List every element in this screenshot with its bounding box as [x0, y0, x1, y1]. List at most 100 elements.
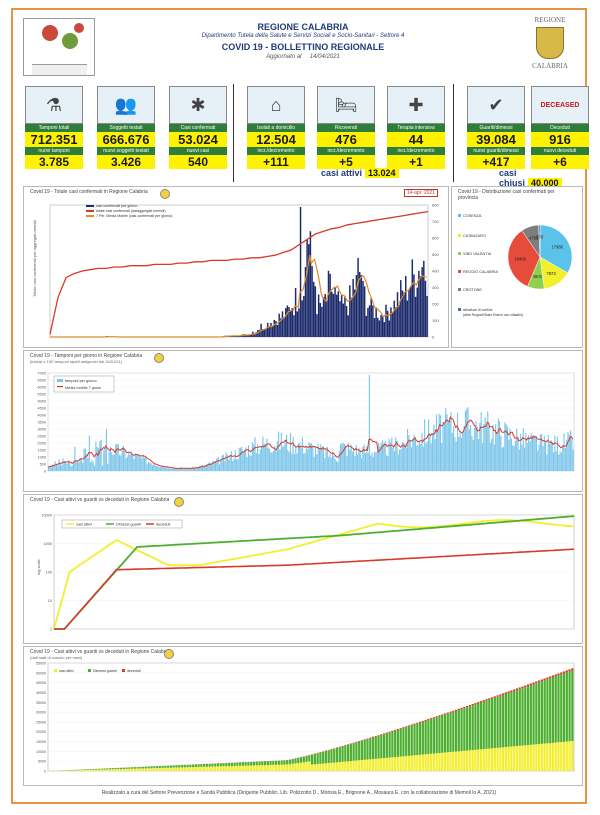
deaths-bar — [560, 672, 563, 675]
recovered-bar — [164, 765, 167, 768]
y-tick-label: 2000 — [38, 442, 46, 446]
daily-swab-bar — [410, 447, 413, 471]
active-cases-bar — [441, 752, 444, 771]
daily-swab-bar — [370, 455, 372, 471]
daily-case-bar — [309, 231, 312, 337]
daily-swab-bar — [247, 445, 249, 471]
crest-shield-icon — [536, 27, 564, 59]
recovered-bar — [131, 767, 134, 769]
deaths-bar — [565, 670, 568, 673]
deaths-bar — [396, 728, 400, 730]
recovered-bar — [250, 761, 253, 766]
recovered-bar — [380, 734, 383, 759]
legend-label: deceduti — [156, 523, 171, 527]
active-cases-bar — [86, 769, 89, 771]
daily-swab-bar — [100, 439, 102, 471]
y-axis-label: Totale casi confermati per aggregati men… — [32, 220, 37, 297]
active-cases-bar — [518, 745, 521, 771]
active-cases-bar — [568, 741, 571, 771]
active-cases-bar — [532, 744, 535, 771]
recovered-bar — [86, 769, 89, 770]
active-cases-bar — [250, 765, 253, 771]
daily-swab-bar — [282, 446, 284, 471]
y-tick-label: 1500 — [38, 449, 46, 453]
daily-swab-bar — [385, 455, 388, 471]
recovered-bar — [311, 754, 314, 765]
daily-swab-bar — [456, 412, 459, 471]
recovered-bar — [327, 750, 330, 764]
active-cases-bar — [117, 769, 120, 771]
active-cases-bar — [297, 763, 300, 771]
pie-value-label: 4602 — [533, 274, 543, 279]
y-tick-label: 35000 — [36, 701, 46, 705]
daily-swab-bar — [125, 458, 127, 471]
daily-swab-bar — [463, 425, 465, 471]
recovered-bar — [441, 715, 444, 753]
recovered-bar — [349, 744, 352, 762]
moving-average-line — [47, 416, 574, 469]
active-cases-bar — [175, 767, 178, 771]
daily-swab-bar — [76, 461, 79, 471]
daily-swab-bar — [375, 452, 377, 471]
daily-swab-bar — [300, 447, 302, 471]
y-tick-label: 400 — [432, 269, 439, 274]
daily-swab-bar — [218, 464, 221, 471]
recovered-bar — [493, 697, 496, 749]
recovered-bar — [363, 739, 366, 760]
y-tick-label: 3000 — [38, 428, 46, 432]
daily-swab-bar — [62, 458, 64, 471]
pie-value-label: 18400 — [514, 256, 526, 261]
daily-swab-bar — [502, 446, 505, 471]
daily-swab-bar — [119, 455, 121, 471]
daily-swab-bar — [66, 463, 68, 471]
daily-swab-bar — [364, 453, 367, 471]
legend-label: Media mobile 7 giorni — [65, 386, 101, 390]
daily-case-bar — [365, 315, 368, 337]
daily-case-bar — [230, 336, 233, 337]
daily-case-bar — [286, 305, 289, 337]
y-tick-label: 1 — [50, 628, 52, 632]
kpi-sub-value: +417 — [467, 155, 525, 169]
daily-swab-bar — [166, 466, 168, 471]
pie-value-label: 17986 — [551, 245, 563, 250]
daily-swab-bar — [545, 442, 547, 471]
y-tick-label: 45000 — [36, 681, 46, 685]
recovered-bar — [316, 753, 319, 765]
daily-swab-bar — [382, 440, 384, 471]
active-cases-bar — [111, 769, 114, 771]
daily-case-bar — [418, 270, 420, 337]
active-cases-bar — [283, 764, 286, 771]
active-cases-bar — [319, 763, 322, 771]
daily-swab-bar — [99, 441, 101, 471]
daily-swab-bar — [266, 438, 268, 471]
active-cases-bar — [355, 760, 358, 771]
active-cases-bar — [571, 741, 574, 771]
active-cases-bar — [460, 751, 463, 771]
y-tick-label: 5000 — [38, 760, 46, 764]
daily-swab-bar — [479, 422, 481, 471]
active-cases-bar — [499, 747, 502, 771]
recovered-bar — [540, 681, 543, 744]
daily-swab-bar — [140, 456, 142, 471]
daily-swab-bar — [238, 447, 240, 471]
daily-swab-bar — [428, 419, 430, 471]
legend-swatch — [86, 205, 94, 207]
daily-swab-bar — [549, 444, 551, 471]
daily-swab-bar — [136, 454, 138, 471]
recovered-bar — [460, 709, 463, 752]
daily-swab-bar — [470, 425, 472, 471]
active-cases-bar — [211, 766, 214, 771]
recovered-bar — [560, 674, 563, 743]
active-cases-bar — [485, 748, 488, 771]
deaths-bar — [432, 717, 436, 719]
deaths-bar — [507, 691, 510, 693]
active-cases-bar — [538, 744, 541, 771]
active-cases-bar — [128, 768, 131, 771]
recovered-bar — [219, 763, 222, 767]
legend-label: casi confermati per giorno — [96, 204, 137, 208]
daily-case-bar — [396, 292, 399, 337]
chart-title: Covid 19 - Totale casi confermati in Reg… — [30, 189, 148, 195]
daily-swab-bar — [564, 447, 566, 471]
y-tick-label: 40000 — [36, 691, 46, 695]
deaths-bar — [380, 734, 383, 735]
